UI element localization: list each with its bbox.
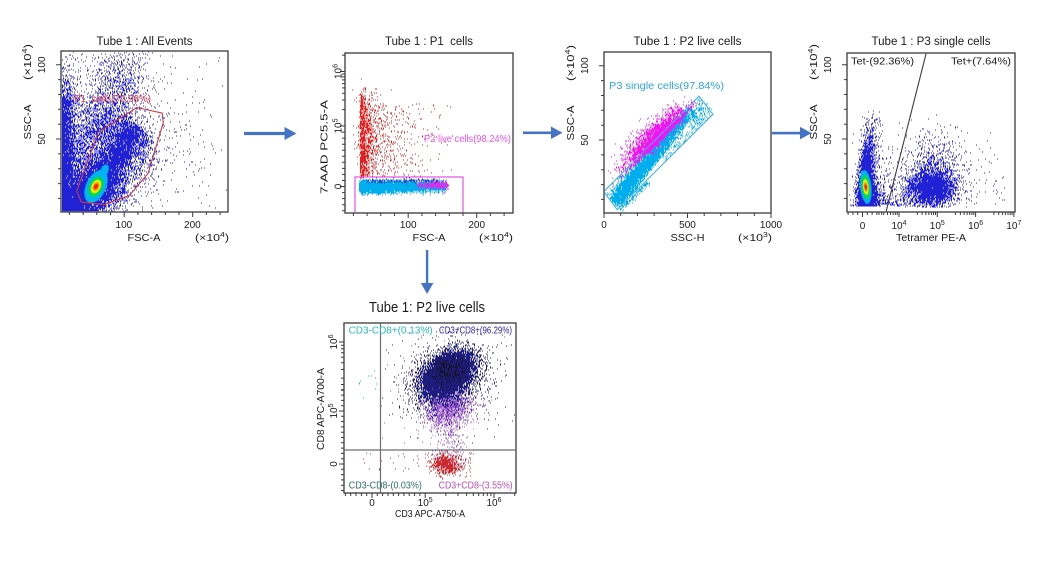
svg-text:CD8 APC-A700-A: CD8 APC-A700-A [316, 368, 327, 450]
svg-text:Tet+(7.64%): Tet+(7.64%) [951, 57, 1011, 68]
svg-text:7-AAD PC5.5-A: 7-AAD PC5.5-A [320, 100, 331, 194]
svg-text:Tet-(92.36%): Tet-(92.36%) [851, 57, 914, 68]
svg-text:0: 0 [601, 220, 607, 231]
svg-text:FSC-A: FSC-A [128, 233, 161, 244]
svg-text:100: 100 [37, 56, 48, 73]
svg-text:1000: 1000 [760, 220, 783, 231]
svg-text:0: 0 [369, 498, 375, 509]
svg-text:SSC-A: SSC-A [809, 104, 820, 139]
svg-text:P2 live cells(98.24%): P2 live cells(98.24%) [424, 134, 511, 145]
svg-text:Tube 1: P2 live cells: Tube 1: P2 live cells [369, 299, 485, 316]
svg-text:100: 100 [116, 220, 133, 231]
svg-text:200: 200 [468, 220, 485, 231]
svg-text:Tube 1 : P1 cells: Tube 1 : P1 cells [385, 36, 473, 48]
svg-text:P1 cells(79.98%): P1 cells(79.98%) [74, 94, 151, 105]
svg-text:SSC-A: SSC-A [23, 104, 34, 139]
svg-text:(×104): (×104) [479, 232, 513, 244]
svg-text:50: 50 [580, 134, 591, 146]
svg-text:CD3-CD8-(0.03%): CD3-CD8-(0.03%) [349, 480, 422, 491]
svg-text:100: 100 [580, 57, 591, 74]
svg-text:0: 0 [860, 221, 866, 232]
svg-text:P3 single cells(97.84%): P3 single cells(97.84%) [609, 80, 724, 92]
svg-text:SSC-H: SSC-H [671, 233, 705, 244]
svg-text:Tube 1 : All Events: Tube 1 : All Events [97, 36, 193, 48]
svg-text:Tube 1 : P3 single cells: Tube 1 : P3 single cells [872, 36, 991, 48]
svg-text:0: 0 [329, 461, 340, 467]
svg-text:Tube 1 : P2 live cells: Tube 1 : P2 live cells [634, 36, 742, 48]
svg-text:50: 50 [37, 133, 48, 145]
svg-text:CD3-CD8+(0.13%): CD3-CD8+(0.13%) [349, 326, 433, 337]
svg-text:100: 100 [823, 56, 834, 73]
svg-text:500: 500 [679, 220, 696, 231]
svg-text:100: 100 [400, 220, 417, 231]
svg-text:(×103): (×10 3) [738, 232, 772, 244]
svg-text:CD3+CD8-(3.55%): CD3+CD8-(3.55%) [439, 480, 513, 491]
svg-text:Tetramer PE-A: Tetramer PE-A [896, 233, 966, 244]
svg-text:CD3+CD8+(96.29%): CD3+CD8+(96.29%) [439, 326, 512, 337]
svg-text:50: 50 [823, 133, 834, 145]
svg-text:0: 0 [334, 183, 345, 189]
svg-text:SSC-A: SSC-A [566, 105, 577, 140]
svg-text:200: 200 [184, 220, 201, 231]
svg-text:FSC-A: FSC-A [413, 233, 446, 244]
svg-text:(×104): (×104) [195, 232, 229, 244]
svg-text:CD3 APC-A750-A: CD3 APC-A750-A [395, 509, 465, 520]
